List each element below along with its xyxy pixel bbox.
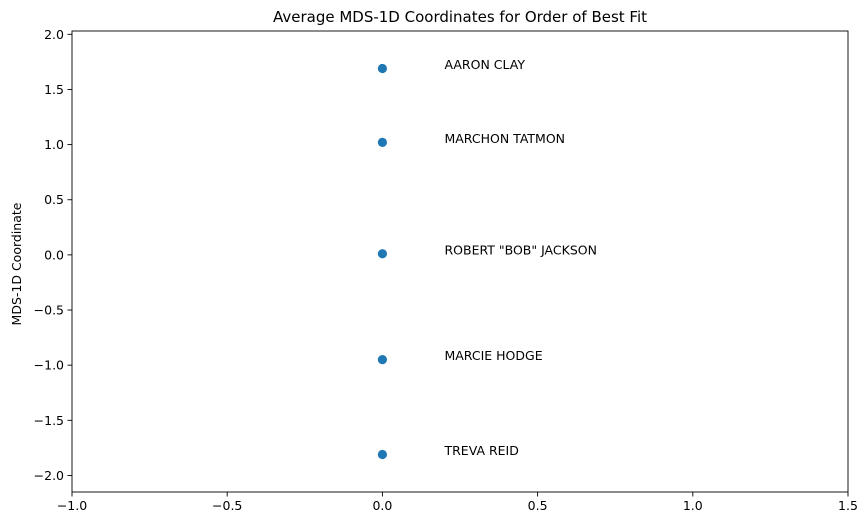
y-tick-label: 1.0 <box>44 137 64 152</box>
y-tick-label: −2.0 <box>34 468 64 483</box>
y-tick-label: 1.5 <box>44 82 64 97</box>
y-tick-label: −1.5 <box>34 413 64 428</box>
chart-title: Average MDS-1D Coordinates for Order of … <box>273 8 647 26</box>
point-label: AARON CLAY <box>444 57 525 72</box>
y-axis-ticks: 2.0 1.5 1.0 0.5 0.0 −0.5 −1.0 −1.5 −2.0 <box>34 27 72 483</box>
x-tick-label: 1.5 <box>838 498 858 513</box>
x-tick-label: −1.0 <box>57 498 87 513</box>
x-tick-label: 0.5 <box>528 498 548 513</box>
y-tick-label: −1.0 <box>34 358 64 373</box>
y-axis-label: MDS-1D Coordinate <box>9 202 24 325</box>
data-point <box>377 355 387 365</box>
y-tick-label: 2.0 <box>44 27 64 42</box>
x-axis-ticks: −1.0 −0.5 0.0 0.5 1.0 1.5 <box>57 492 858 513</box>
data-points <box>377 63 387 460</box>
plot-frame <box>71 30 849 493</box>
point-label: MARCIE HODGE <box>444 348 542 363</box>
x-tick-label: −0.5 <box>212 498 242 513</box>
point-label: TREVA REID <box>443 443 518 458</box>
data-point <box>377 137 387 147</box>
x-tick-label: 0.0 <box>372 498 392 513</box>
point-label: ROBERT "BOB" JACKSON <box>444 242 596 257</box>
data-point <box>377 249 387 259</box>
point-labels: AARON CLAY MARCHON TATMON ROBERT "BOB" JAC… <box>443 57 596 458</box>
y-tick-label: 0.0 <box>44 247 64 262</box>
point-label: MARCHON TATMON <box>444 131 565 146</box>
y-tick-label: 0.5 <box>44 192 64 207</box>
data-point <box>377 63 387 74</box>
y-tick-label: −0.5 <box>34 303 64 318</box>
x-tick-label: 1.0 <box>683 498 703 513</box>
data-point <box>377 449 387 460</box>
